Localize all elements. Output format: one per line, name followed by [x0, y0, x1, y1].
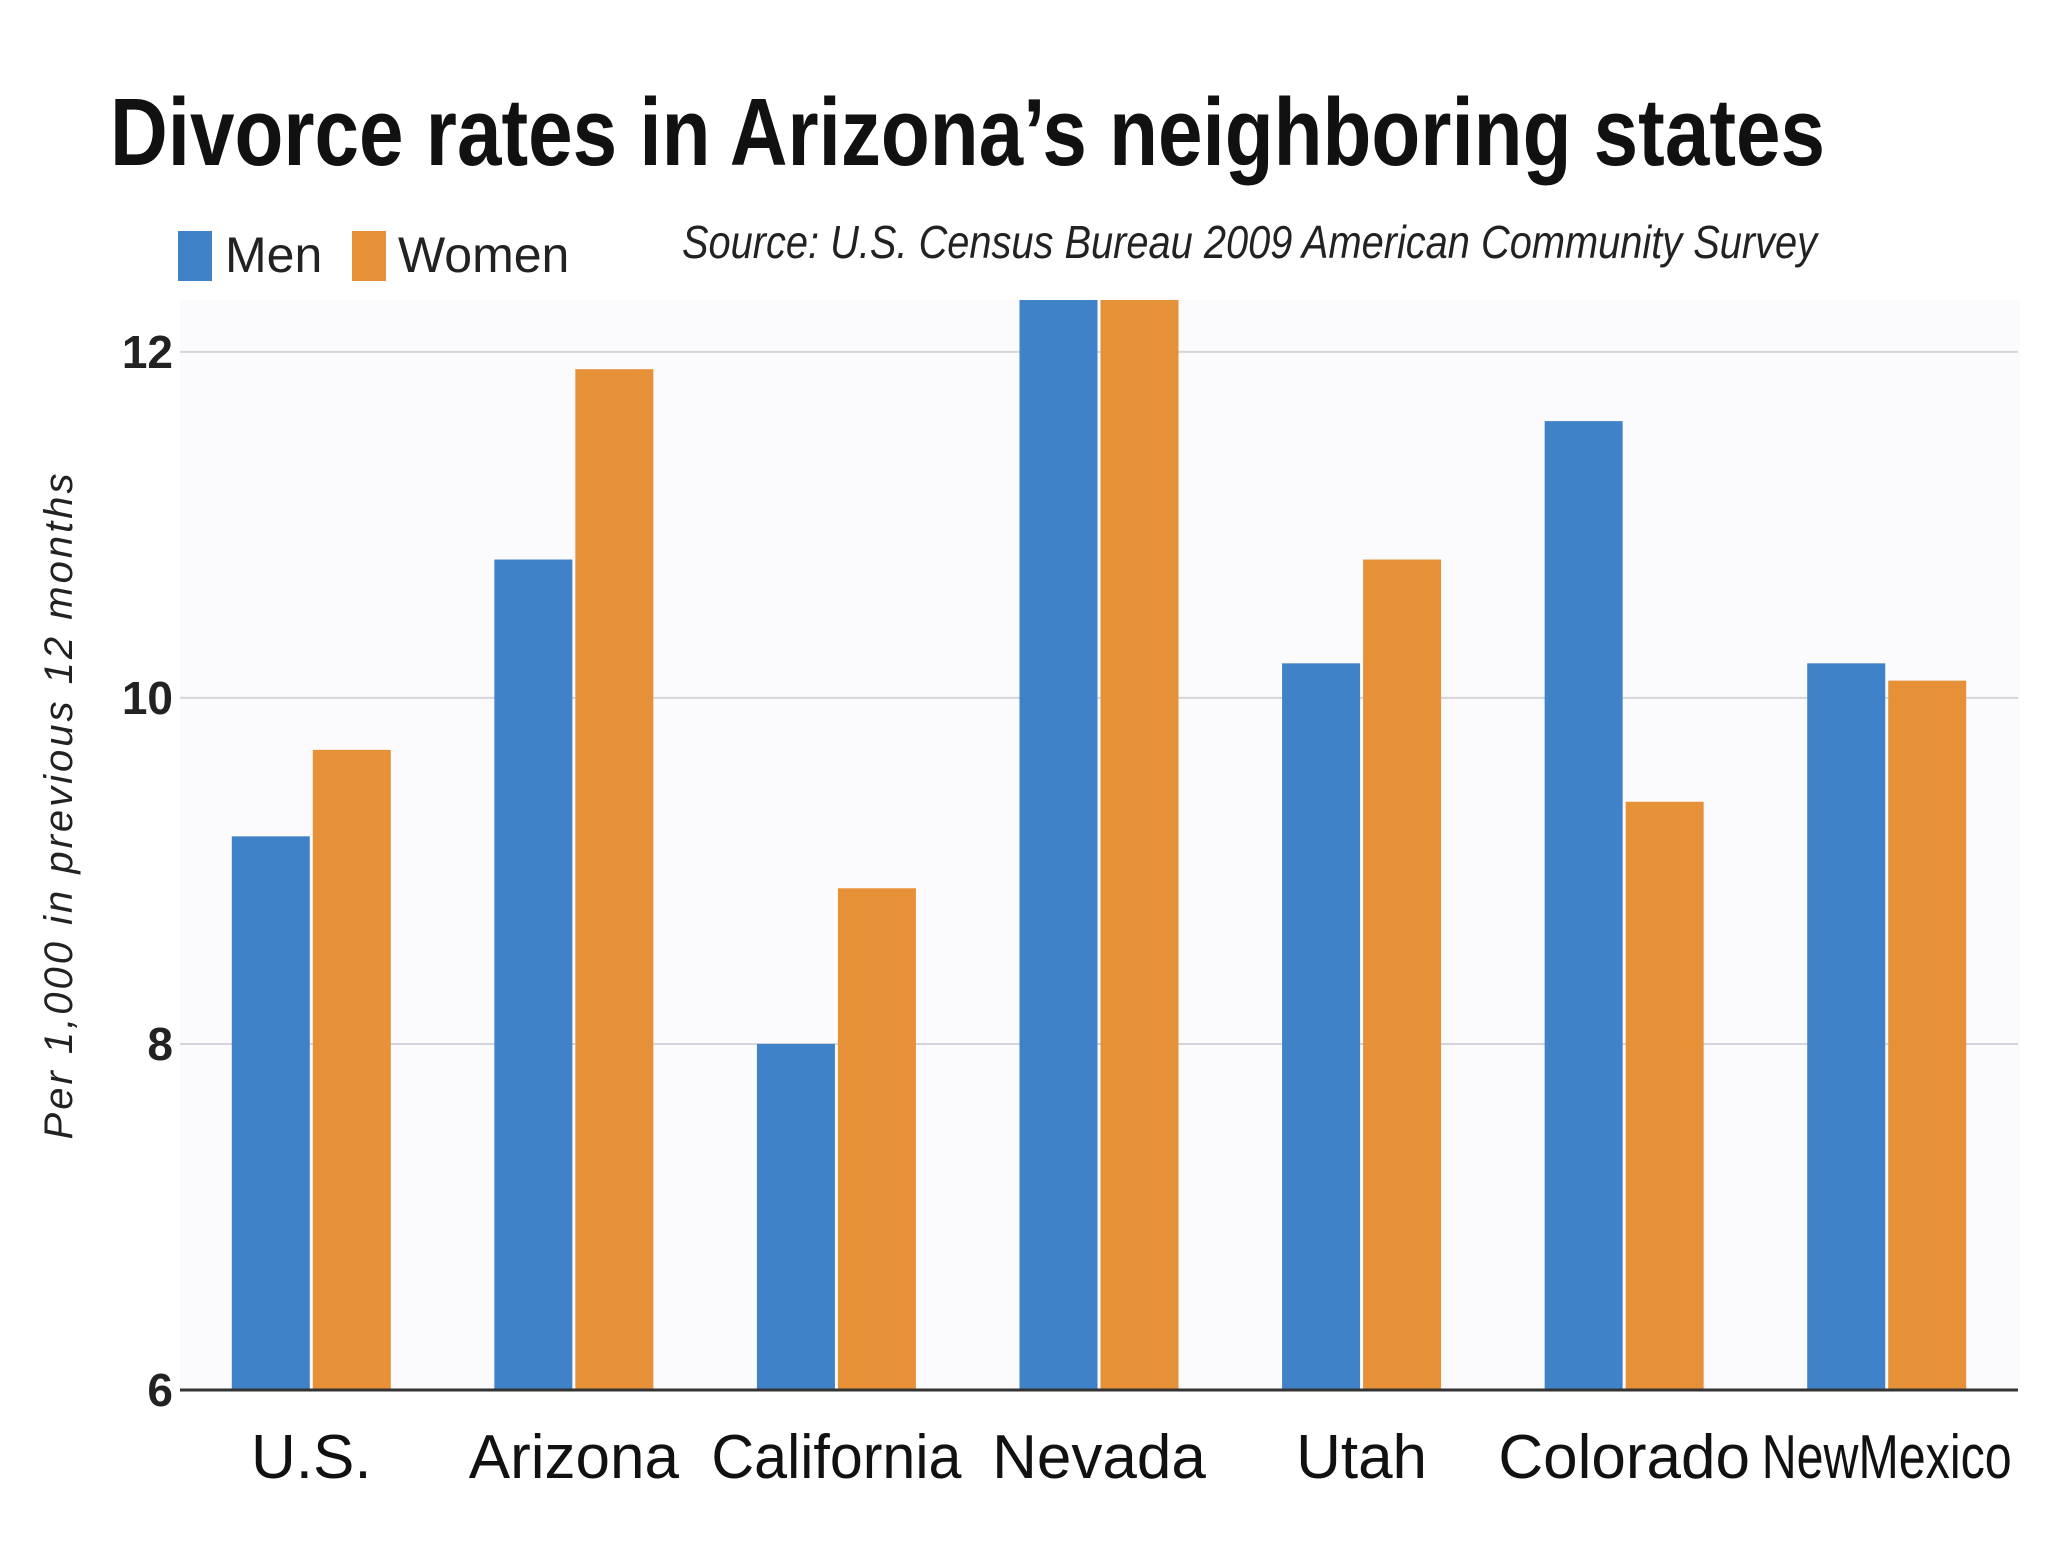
y-tick-label-8: 8: [147, 1018, 173, 1070]
x-tick-label-u-s: U.S.: [251, 1423, 372, 1492]
bar-women-u-s: [312, 749, 391, 1390]
y-tick-label-6: 6: [147, 1364, 173, 1416]
bar-women-utah: [1363, 559, 1442, 1390]
legend-women-label: Women: [398, 227, 569, 283]
bar-women-california: [837, 888, 916, 1390]
bar-women-nevada: [1100, 300, 1179, 1390]
gridlines: [180, 350, 2018, 1045]
x-tick-labels: U.S. Arizona California Nevada Utah Colorado N…: [251, 1423, 2012, 1492]
y-axis-label: Per 1,000 in previous 12 months: [37, 471, 81, 1140]
x-tick-label-arizona: Arizona: [469, 1423, 680, 1492]
bar-men-utah: [1282, 663, 1361, 1390]
bar-men-newmexico: [1807, 663, 1886, 1390]
legend-men-swatch: [178, 231, 212, 281]
bars: [231, 300, 1967, 1391]
x-tick-label-newmexico: NewMexico: [1762, 1423, 2012, 1492]
bar-women-arizona: [575, 369, 654, 1390]
x-tick-label-nevada: Nevada: [992, 1423, 1206, 1492]
y-tick-label-10: 10: [122, 672, 173, 724]
legend-men-label: Men: [225, 227, 322, 283]
y-tick-labels: 6 8 10 12: [122, 326, 173, 1416]
x-tick-label-california: California: [711, 1423, 961, 1492]
bar-women-newmexico: [1888, 680, 1967, 1390]
bar-men-california: [756, 1043, 835, 1390]
bar-men-arizona: [494, 559, 573, 1390]
x-tick-label-colorado: Colorado: [1498, 1423, 1750, 1492]
bar-men-nevada: [1019, 300, 1098, 1390]
y-tick-label-12: 12: [122, 326, 173, 378]
x-tick-label-utah: Utah: [1296, 1423, 1427, 1492]
bar-men-u-s: [231, 836, 310, 1390]
plot-area: [180, 300, 2020, 1390]
bar-men-colorado: [1544, 421, 1623, 1391]
bar-women-colorado: [1625, 801, 1704, 1390]
chart-title: Divorce rates in Arizona’s neighboring s…: [110, 79, 1825, 186]
legend-women-swatch: [352, 231, 386, 281]
chart-source: Source: U.S. Census Bureau 2009 American…: [682, 216, 1820, 268]
